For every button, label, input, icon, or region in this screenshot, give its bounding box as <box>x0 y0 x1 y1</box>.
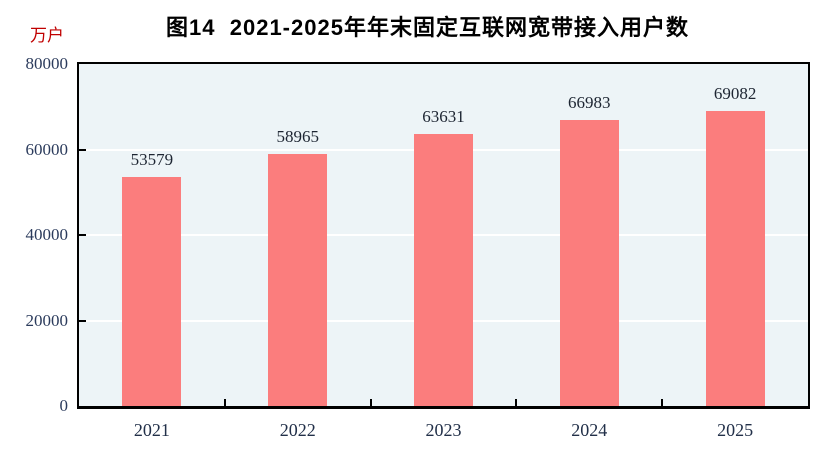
y-axis-tick-40000 <box>79 234 86 236</box>
x-axis-label-2022: 2022 <box>279 420 316 440</box>
bar-2021 <box>122 176 182 406</box>
x-axis-label-2023: 2023 <box>425 420 462 440</box>
x-axis-label-2024: 2024 <box>571 420 608 440</box>
bar-value-label-2025: 69082 <box>713 83 757 103</box>
bar-2025 <box>705 110 765 406</box>
bar-value-label-2024: 66983 <box>568 92 611 112</box>
y-axis-tick-60000 <box>79 148 86 151</box>
x-axis-tick-2 <box>369 399 372 406</box>
x-axis-label-2025: 2025 <box>717 420 754 440</box>
x-axis-label-2021: 2021 <box>133 420 170 440</box>
chart-title: 图14 2021-2025年年末固定互联网宽带接入用户数 <box>166 15 689 40</box>
bar-value-label-2023: 63631 <box>422 106 465 126</box>
y-axis-tick-20000 <box>79 319 86 322</box>
bar-2023 <box>414 133 473 406</box>
bar-2024 <box>559 119 619 406</box>
x-axis-tick-4 <box>661 399 664 406</box>
y-axis-label-0: 0 <box>59 396 69 415</box>
x-axis-tick-3 <box>515 399 518 406</box>
plot-area: 53579 58965 63631 66983 69082 <box>77 62 810 409</box>
y-axis-unit-label: 万户 <box>30 26 64 45</box>
y-axis-label-80000: 80000 <box>25 54 69 73</box>
bar-value-label-2021: 53579 <box>130 149 174 169</box>
bar-2022 <box>268 153 328 406</box>
y-axis-label-40000: 40000 <box>25 225 69 244</box>
x-axis-tick-1 <box>223 399 226 406</box>
y-axis-label-20000: 20000 <box>25 310 69 330</box>
y-axis-label-60000: 60000 <box>25 139 69 159</box>
bar-value-label-2022: 58965 <box>276 126 319 146</box>
